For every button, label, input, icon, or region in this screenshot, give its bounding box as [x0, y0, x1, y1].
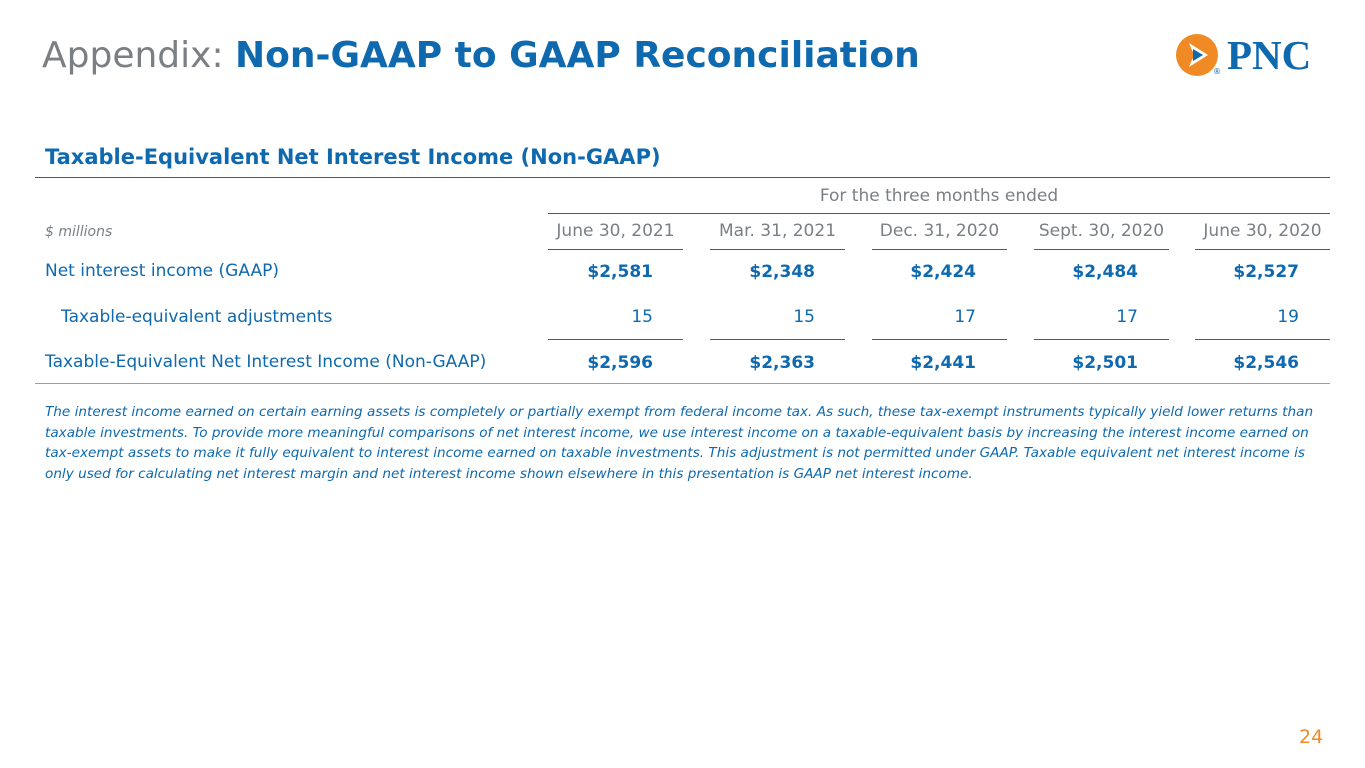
page-number: 24 [1299, 726, 1324, 748]
table-cell: 15 [631, 307, 653, 327]
table-cell: 19 [1277, 307, 1299, 327]
pnc-mark-icon [1176, 34, 1218, 76]
column-header: June 30, 2020 [1203, 221, 1322, 241]
sum-rule [710, 339, 845, 340]
column-header-rule [1195, 249, 1330, 250]
table-cell: 17 [954, 307, 976, 327]
column-header: Sept. 30, 2020 [1038, 221, 1165, 241]
units-label: $ millions [45, 224, 113, 240]
sum-rule [548, 339, 683, 340]
table-cell: $2,546 [1233, 353, 1299, 373]
section-title: Taxable-Equivalent Net Interest Income (… [45, 145, 661, 169]
sum-rule [1195, 339, 1330, 340]
column-header: June 30, 2021 [556, 221, 675, 241]
table-cell: $2,424 [910, 262, 976, 282]
sum-rule [1034, 339, 1169, 340]
table-bottom-rule [35, 383, 1330, 384]
table-cell: $2,581 [587, 262, 653, 282]
table-cell: $2,484 [1072, 262, 1138, 282]
column-header-rule [548, 249, 683, 250]
footnote: The interest income earned on certain ea… [45, 404, 1314, 482]
table-cell: $2,596 [587, 353, 653, 373]
column-header-rule [1034, 249, 1169, 250]
row-label: Net interest income (GAAP) [45, 261, 279, 281]
period-header: For the three months ended [819, 186, 1059, 206]
title-prefix: Appendix: [42, 35, 236, 76]
row-label: Taxable-Equivalent Net Interest Income (… [45, 352, 487, 372]
logo-wordmark: PNC [1227, 32, 1312, 78]
logo-registered-mark: ® [1213, 67, 1221, 76]
column-header: Dec. 31, 2020 [879, 221, 1000, 241]
title-main: Non-GAAP to GAAP Reconciliation [235, 35, 920, 76]
table-cell: 17 [1116, 307, 1138, 327]
period-header-rule [548, 213, 1330, 214]
table-cell: $2,348 [749, 262, 815, 282]
column-header: Mar. 31, 2021 [718, 221, 837, 241]
section-divider [35, 177, 1330, 178]
table-cell: $2,363 [749, 353, 815, 373]
sum-rule [872, 339, 1007, 340]
page-title: Appendix: Non-GAAP to GAAP Reconciliatio… [42, 34, 920, 78]
table-cell: $2,441 [910, 353, 976, 373]
table-cell: $2,501 [1072, 353, 1138, 373]
table-cell: $2,527 [1233, 262, 1299, 282]
row-label: Taxable-equivalent adjustments [61, 307, 333, 327]
column-header-rule [872, 249, 1007, 250]
column-header-rule [710, 249, 845, 250]
table-cell: 15 [793, 307, 815, 327]
pnc-logo: PNC ® [1175, 32, 1330, 78]
